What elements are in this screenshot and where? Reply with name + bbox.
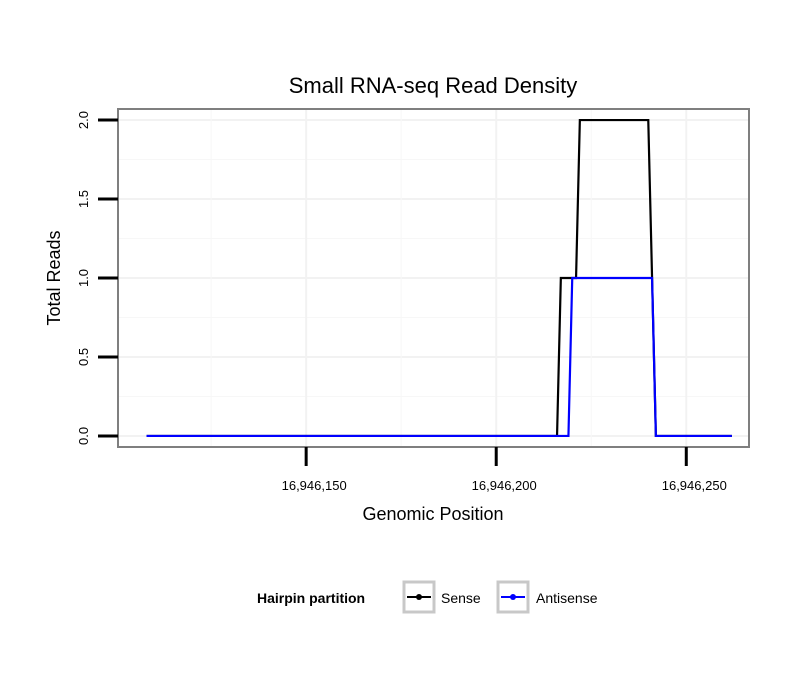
chart-title: Small RNA-seq Read Density — [289, 73, 578, 98]
legend-dot-sense — [416, 594, 422, 600]
x-tick-label: 16,946,150 — [282, 478, 347, 493]
y-tick-label: 2.0 — [76, 111, 91, 129]
legend-title: Hairpin partition — [257, 590, 365, 606]
x-tick-label: 16,946,200 — [472, 478, 537, 493]
legend-label-sense: Sense — [441, 590, 481, 606]
y-tick-label: 1.0 — [76, 269, 91, 287]
legend-item-antisense: Antisense — [496, 580, 598, 614]
y-tick-label: 1.5 — [76, 190, 91, 208]
x-axis-title: Genomic Position — [362, 504, 503, 524]
legend-label-antisense: Antisense — [536, 590, 598, 606]
legend-item-sense: Sense — [402, 580, 481, 614]
axes: 0.0 0.5 1.0 1.5 2.0 16,946,150 16,946,200 16,94… — [76, 111, 727, 493]
y-tick-label: 0.5 — [76, 348, 91, 366]
y-tick-label: 0.0 — [76, 427, 91, 445]
series-line-antisense — [146, 276, 732, 438]
legend-dot-antisense — [510, 594, 516, 600]
series-lines — [146, 118, 732, 438]
x-tick-label: 16,946,250 — [662, 478, 727, 493]
legend: Hairpin partition Sense Antisense — [257, 580, 598, 614]
y-axis-title: Total Reads — [44, 230, 64, 325]
